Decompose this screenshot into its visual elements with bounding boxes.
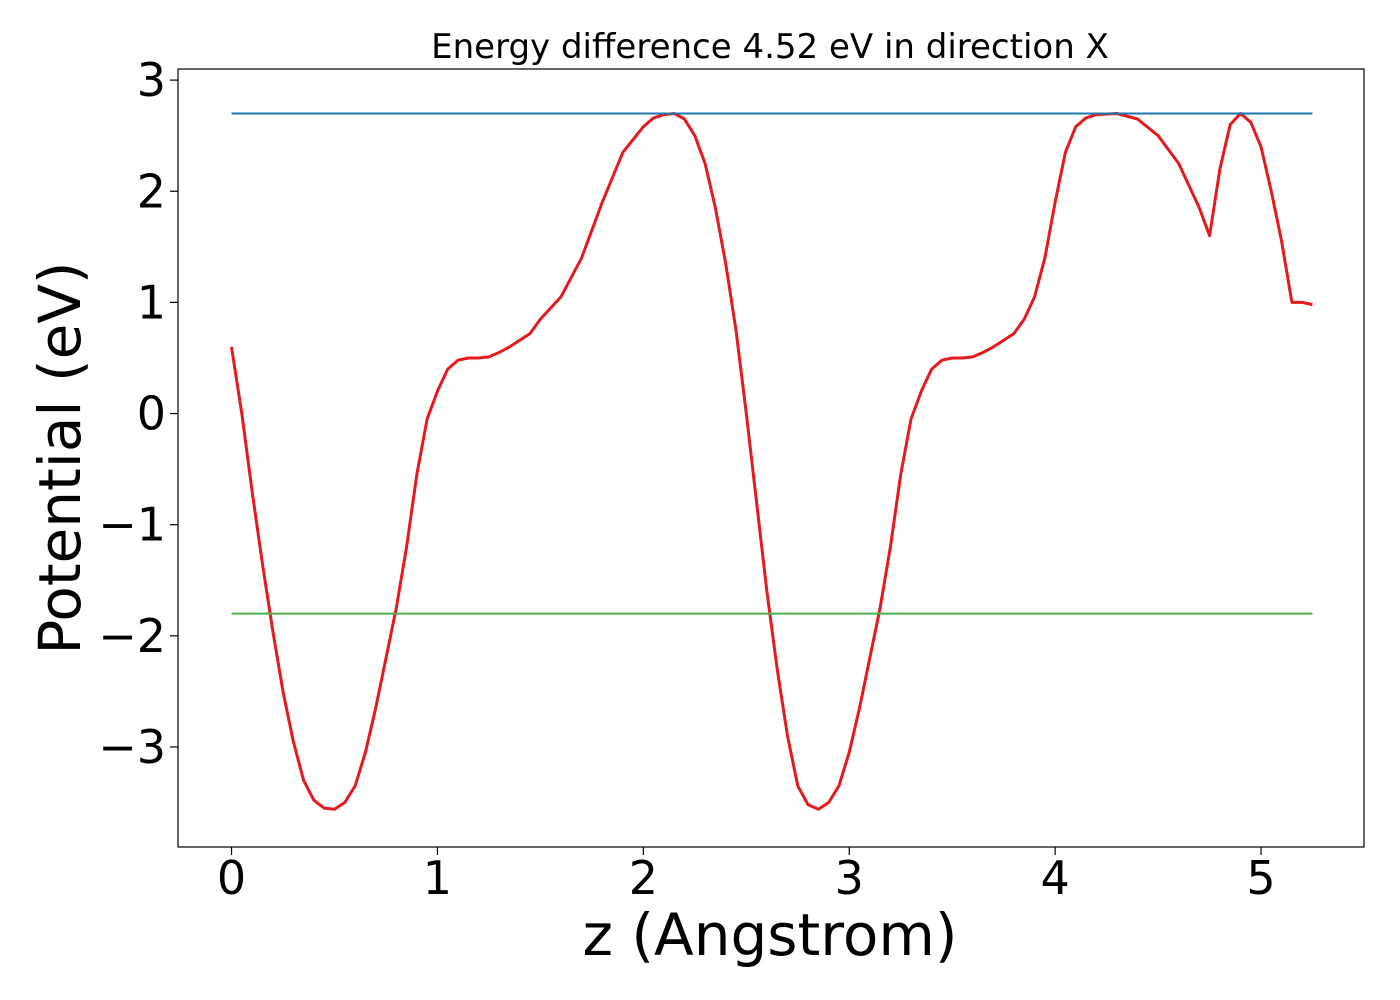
y-tick-label: 0 xyxy=(137,387,166,441)
y-tick-label: 1 xyxy=(137,275,166,329)
x-tick-label: 5 xyxy=(1246,851,1275,905)
chart-title: Energy difference 4.52 eV in direction X xyxy=(431,27,1109,67)
y-tick-label: −1 xyxy=(98,498,166,552)
x-tick-label: 1 xyxy=(423,851,452,905)
x-axis-title: z (Angstrom) xyxy=(583,901,958,969)
x-tick-label: 2 xyxy=(629,851,658,905)
x-tick-label: 0 xyxy=(217,851,246,905)
axis-ticks: 0 1 2 3 4 5 −3 −2 −1 0 1 2 3 xyxy=(98,53,1276,905)
y-tick-label: −2 xyxy=(98,609,166,663)
plot-frame xyxy=(177,68,1365,848)
y-axis-title: Potential (eV) xyxy=(26,261,94,654)
y-tick-label: −3 xyxy=(98,720,166,774)
x-tick-label: 4 xyxy=(1041,851,1070,905)
plot-area xyxy=(177,68,1365,848)
x-tick-label: 3 xyxy=(835,851,864,905)
y-tick-label: 2 xyxy=(137,164,166,218)
y-tick-label: 3 xyxy=(137,53,166,107)
